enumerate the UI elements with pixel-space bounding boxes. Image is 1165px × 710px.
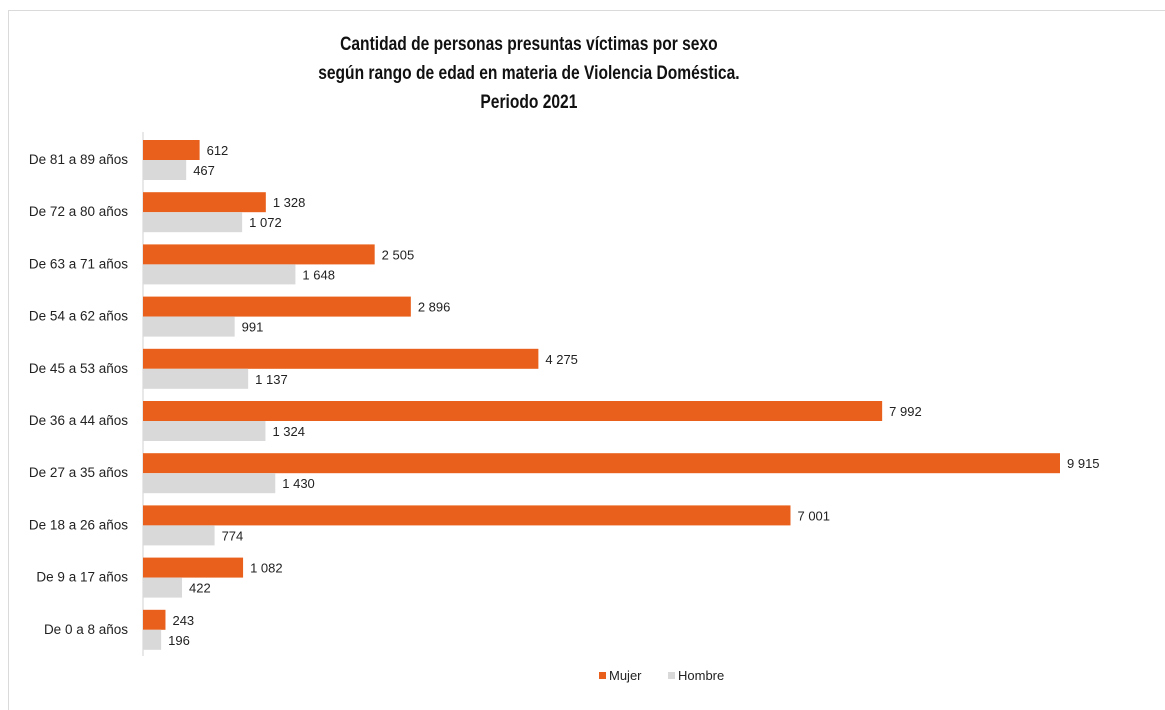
category-label: De 0 a 8 años: [44, 622, 128, 637]
bar-mujer: [143, 505, 791, 526]
data-label-mujer: 4 275: [545, 352, 578, 367]
data-label-mujer: 7 001: [797, 508, 830, 523]
chart-title-line-2: según rango de edad en materia de Violen…: [318, 63, 740, 84]
bar-hombre: [143, 629, 162, 650]
data-label-hombre: 467: [193, 163, 215, 178]
data-label-mujer: 1 082: [250, 561, 283, 576]
bar-hombre: [143, 160, 187, 180]
category-label: De 18 a 26 años: [29, 517, 128, 532]
category-label: De 81 a 89 años: [29, 152, 128, 167]
bar-hombre: [143, 577, 183, 598]
bar-mujer: [143, 557, 244, 578]
bar-hombre: [143, 264, 296, 285]
data-label-mujer: 2 505: [382, 247, 415, 262]
bar-mujer: [143, 348, 539, 369]
chart-title-line-3: Periodo 2021: [480, 92, 578, 113]
category-label: De 27 a 35 años: [29, 465, 128, 480]
data-label-mujer: 612: [207, 143, 229, 158]
bar-mujer: [143, 453, 1060, 474]
data-label-hombre: 196: [168, 633, 190, 648]
data-label-hombre: 422: [189, 581, 211, 596]
chart-title: Cantidad de personas presuntas víctimas …: [0, 30, 1058, 117]
chart-frame: [8, 10, 1165, 710]
bar-mujer: [143, 609, 166, 630]
data-label-mujer: 9 915: [1067, 456, 1100, 471]
data-label-hombre: 1 072: [249, 215, 282, 230]
bar-hombre: [143, 421, 266, 441]
data-label-mujer: 7 992: [889, 404, 922, 419]
data-label-mujer: 1 328: [273, 195, 306, 210]
data-label-hombre: 1 324: [272, 424, 305, 439]
category-label: De 45 a 53 años: [29, 361, 128, 376]
bar-mujer: [143, 192, 266, 213]
bar-hombre: [143, 368, 249, 389]
category-label: De 36 a 44 años: [29, 413, 128, 428]
chart-title-line-1: Cantidad de personas presuntas víctimas …: [340, 34, 718, 55]
legend-swatch-mujer: [599, 672, 606, 679]
bar-hombre: [143, 525, 215, 546]
legend-label-mujer: Mujer: [609, 668, 642, 683]
bar-hombre: [143, 212, 243, 233]
category-label: De 72 a 80 años: [29, 204, 128, 219]
data-label-hombre: 991: [242, 320, 264, 335]
bar-hombre: [143, 473, 276, 494]
data-label-hombre: 1 137: [255, 372, 288, 387]
legend-label-hombre: Hombre: [678, 668, 724, 683]
data-label-hombre: 1 430: [282, 476, 315, 491]
bar-mujer: [143, 296, 411, 317]
legend-swatch-hombre: [668, 672, 675, 679]
bar-mujer: [143, 244, 375, 265]
bar-mujer: [143, 140, 200, 160]
data-label-mujer: 243: [172, 613, 194, 628]
bar-hombre: [143, 316, 235, 337]
category-label: De 54 a 62 años: [29, 309, 128, 324]
bar-mujer: [143, 401, 883, 421]
category-label: De 63 a 71 años: [29, 256, 128, 271]
data-label-mujer: 2 896: [418, 300, 451, 315]
data-label-hombre: 1 648: [302, 267, 335, 282]
data-label-hombre: 774: [222, 528, 244, 543]
category-label: De 9 a 17 años: [36, 570, 128, 585]
